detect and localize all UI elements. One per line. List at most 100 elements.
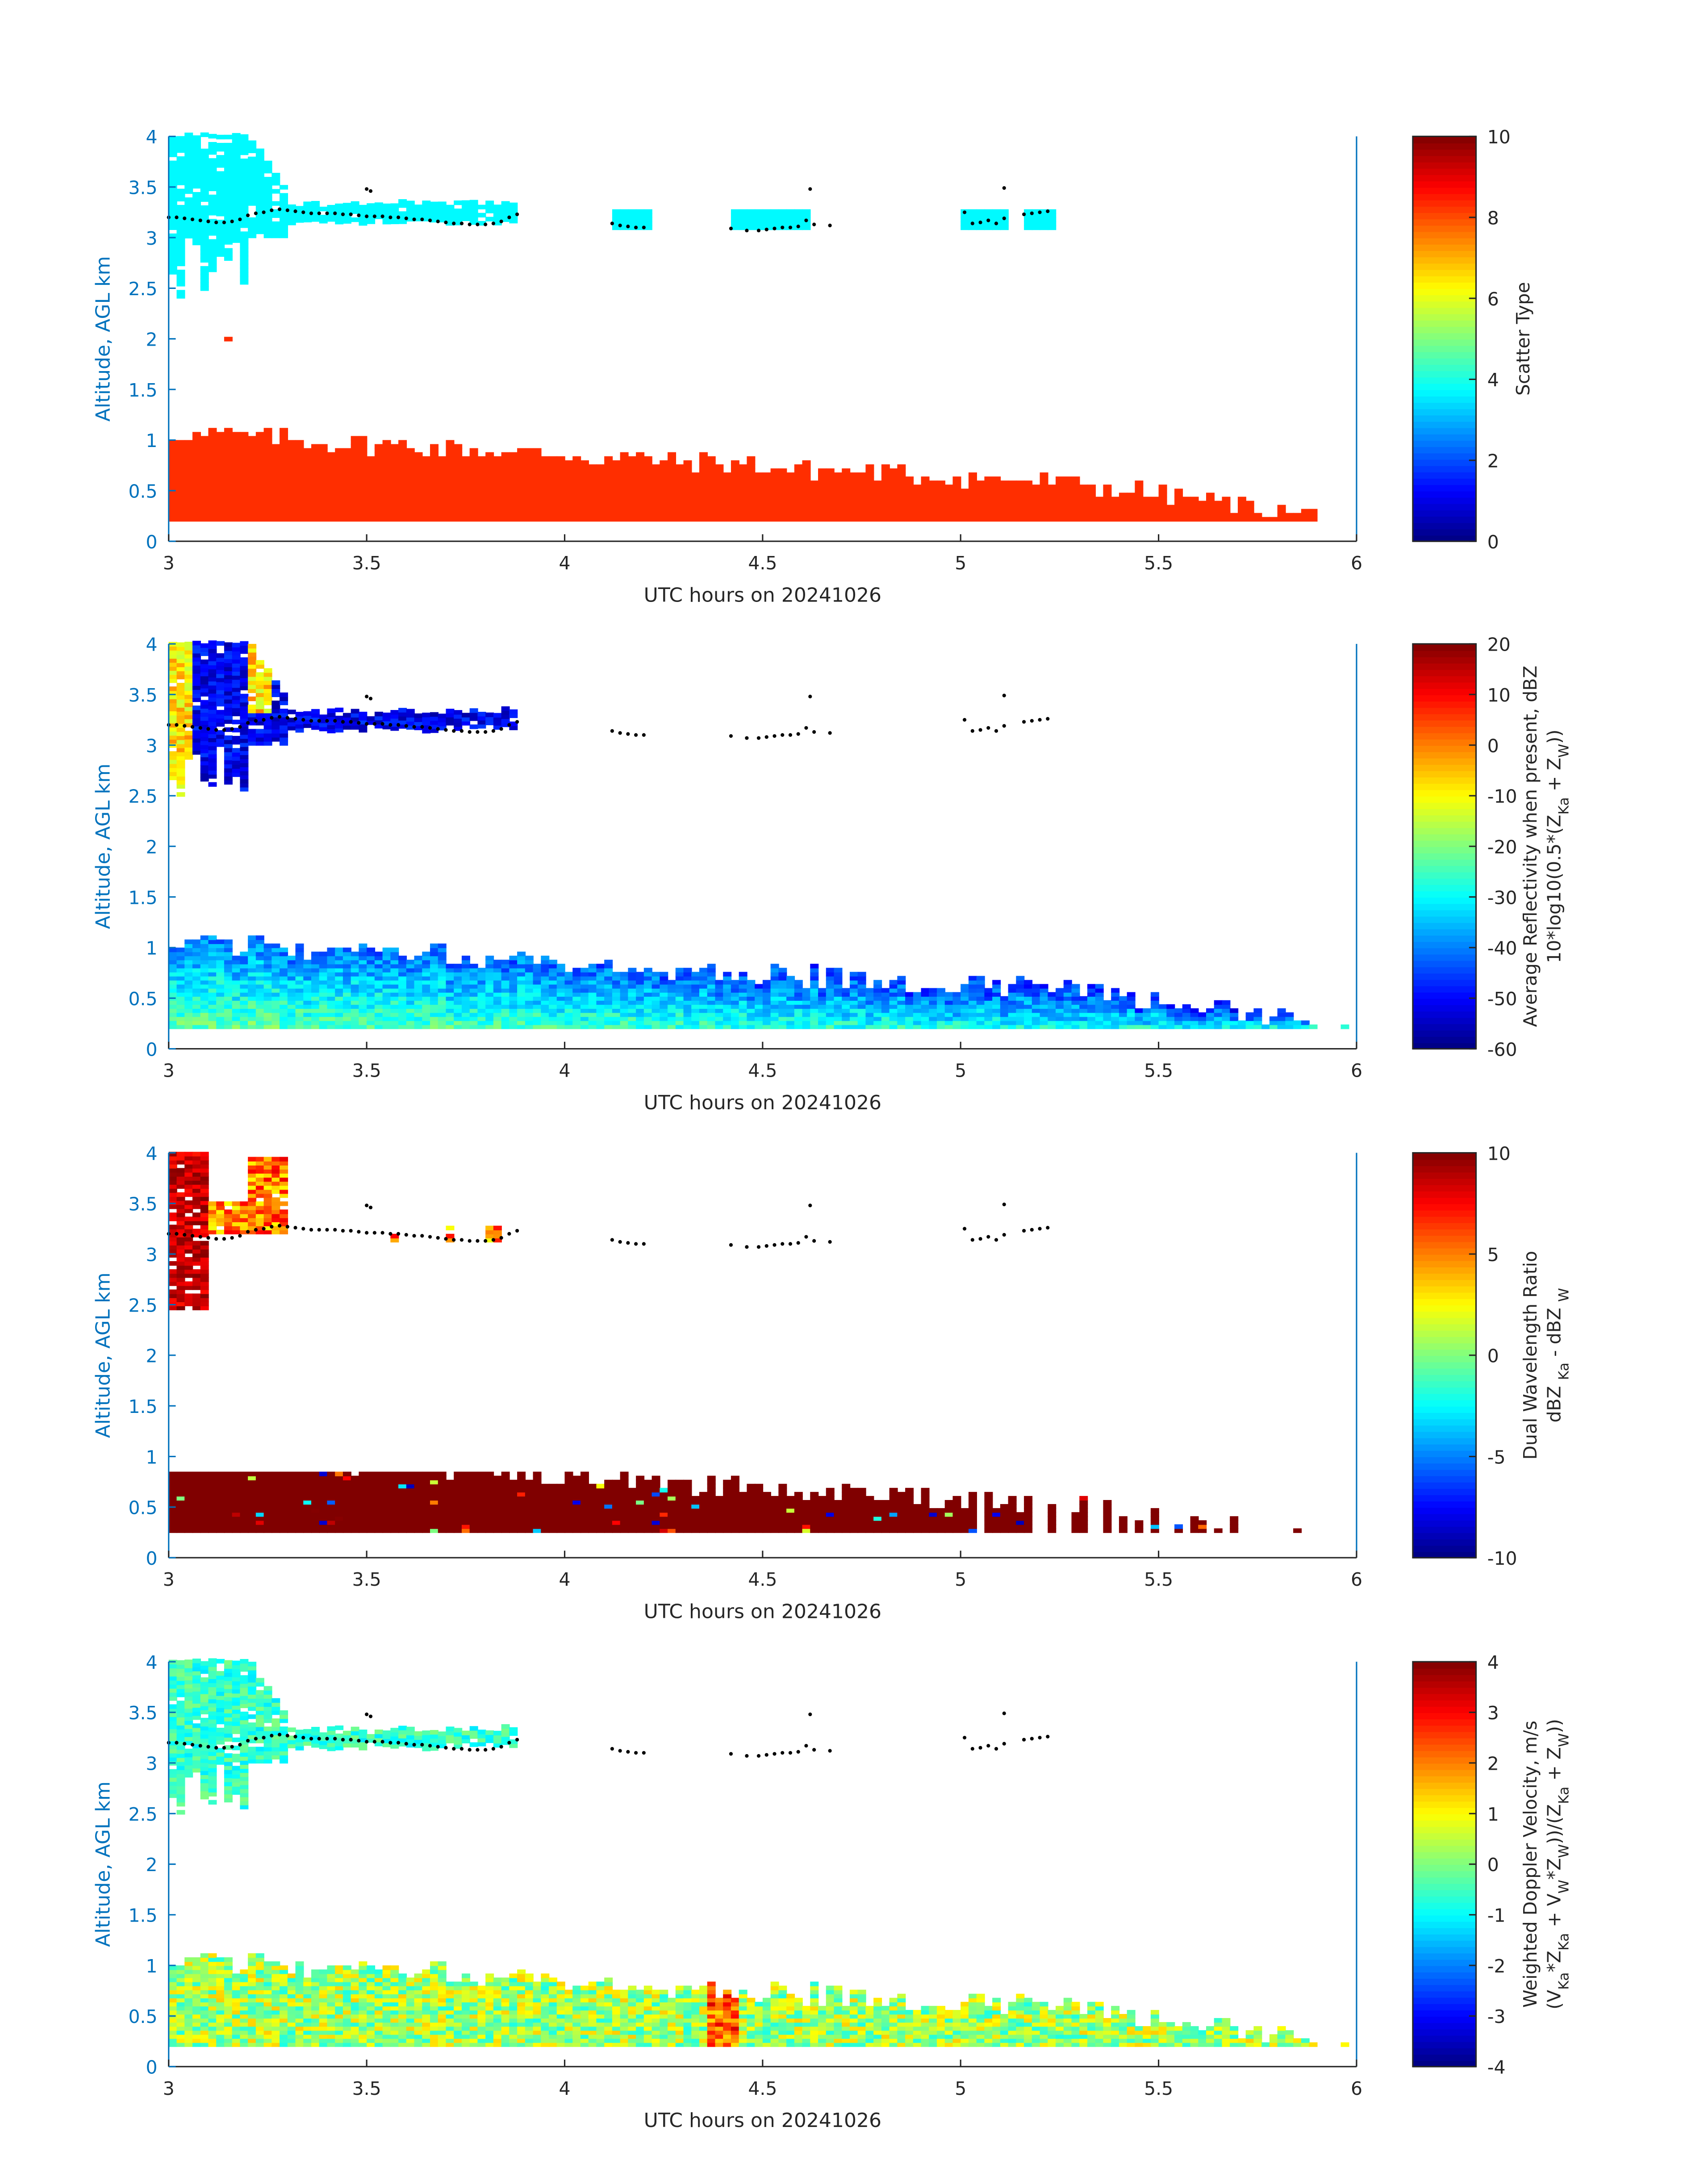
heatmap-cell: [1182, 509, 1191, 514]
heatmap-cell: [517, 1020, 526, 1025]
heatmap-cell: [255, 513, 264, 518]
heatmap-cell: [367, 972, 376, 977]
heatmap-cell: [533, 493, 542, 497]
heatmap-cell: [263, 513, 272, 518]
heatmap-cell: [517, 476, 526, 481]
heatmap-cell: [1071, 505, 1080, 510]
heatmap-cell: [367, 481, 376, 485]
heatmap-cell: [446, 509, 455, 514]
heatmap-cell: [1150, 509, 1159, 514]
heatmap-cell: [541, 505, 550, 510]
heatmap-cell: [224, 212, 233, 217]
heatmap-cell: [984, 1024, 993, 1029]
heatmap-cell: [216, 228, 225, 233]
heatmap-cell: [311, 964, 320, 969]
heatmap-cell: [1031, 493, 1040, 497]
heatmap-cell: [176, 205, 185, 210]
heatmap-cell: [184, 185, 193, 190]
heatmap-cell: [588, 984, 597, 989]
heatmap-cell: [176, 294, 185, 299]
heatmap-cell: [208, 219, 217, 224]
heatmap-cell: [533, 472, 542, 477]
x-axis-label: UTC hours on 20241026: [644, 584, 881, 606]
heatmap-cell: [620, 976, 629, 981]
heatmap-cell: [240, 976, 249, 981]
heatmap-cell: [533, 988, 542, 993]
heatmap-cell: [319, 444, 328, 449]
heatmap-cell: [168, 694, 177, 699]
heatmap-cell: [1048, 489, 1057, 493]
heatmap-cell: [446, 1020, 455, 1025]
heatmap-cell: [422, 972, 431, 977]
heatmap-cell: [200, 226, 209, 230]
heatmap-cell: [501, 996, 510, 1001]
heatmap-cell: [359, 217, 367, 222]
heatmap-cell: [303, 452, 312, 457]
heatmap-cell: [224, 252, 233, 257]
heatmap-cell: [1253, 1008, 1262, 1013]
heatmap-cell: [1095, 1000, 1104, 1005]
heatmap-cell: [271, 229, 280, 234]
heatmap-cell: [1166, 513, 1175, 518]
heatmap-cell: [280, 460, 288, 465]
heatmap-cell: [651, 992, 660, 997]
heatmap-cell: [168, 771, 177, 776]
heatmap-cell: [319, 497, 328, 501]
heatmap-cell: [739, 517, 748, 522]
heatmap-cell: [509, 513, 518, 518]
heatmap-cell: [683, 1000, 692, 1005]
heatmap-cell: [280, 505, 288, 510]
heatmap-cell: [976, 992, 985, 997]
overlay-point: [1002, 216, 1006, 221]
heatmap-cell: [469, 1024, 478, 1029]
heatmap-cell: [604, 1020, 613, 1025]
heatmap-cell: [240, 476, 249, 481]
heatmap-cell: [580, 472, 589, 477]
heatmap-cell: [414, 984, 423, 989]
heatmap-cell: [842, 992, 851, 997]
heatmap-cell: [224, 947, 233, 953]
heatmap-cell: [1000, 213, 1009, 218]
heatmap-cell: [636, 221, 645, 226]
heatmap-cell: [430, 972, 439, 977]
heatmap-cell: [168, 217, 177, 222]
heatmap-cell: [857, 980, 866, 985]
heatmap-cell: [620, 497, 629, 501]
heatmap-cell: [255, 160, 264, 166]
heatmap-cell: [335, 951, 344, 957]
heatmap-cell: [200, 238, 209, 242]
heatmap-cell: [770, 1008, 779, 1013]
heatmap-cell: [1222, 1004, 1231, 1009]
heatmap-cell: [675, 992, 684, 997]
heatmap-cell: [564, 1024, 573, 1029]
heatmap-cell: [168, 702, 177, 707]
heatmap-cell: [1206, 509, 1215, 514]
heatmap-cell: [794, 221, 803, 226]
heatmap-cell: [224, 468, 233, 473]
heatmap-cell: [398, 211, 407, 216]
heatmap-cell: [184, 694, 193, 699]
heatmap-cell: [517, 452, 526, 457]
heatmap-cell: [1135, 1020, 1144, 1025]
heatmap-cell: [327, 968, 336, 973]
heatmap-cell: [620, 456, 629, 461]
heatmap-cell: [1277, 1016, 1286, 1021]
heatmap-cell: [1150, 1000, 1159, 1005]
heatmap-cell: [517, 493, 526, 497]
heatmap-cell: [881, 996, 890, 1001]
heatmap-cell: [960, 1024, 969, 1029]
heatmap-cell: [287, 964, 296, 969]
heatmap-cell: [810, 497, 819, 501]
heatmap-cell: [802, 513, 811, 518]
heatmap-cell: [390, 960, 399, 965]
heatmap-cell: [192, 476, 201, 481]
heatmap-cell: [818, 513, 827, 518]
x-tick-label: 3: [163, 552, 175, 574]
heatmap-cell: [216, 1012, 225, 1017]
heatmap-cell: [192, 726, 201, 731]
heatmap-cell: [778, 980, 787, 985]
heatmap-cell: [612, 980, 621, 985]
heatmap-cell: [549, 513, 558, 518]
heatmap-cell: [802, 1000, 811, 1005]
heatmap-cell: [430, 217, 439, 223]
